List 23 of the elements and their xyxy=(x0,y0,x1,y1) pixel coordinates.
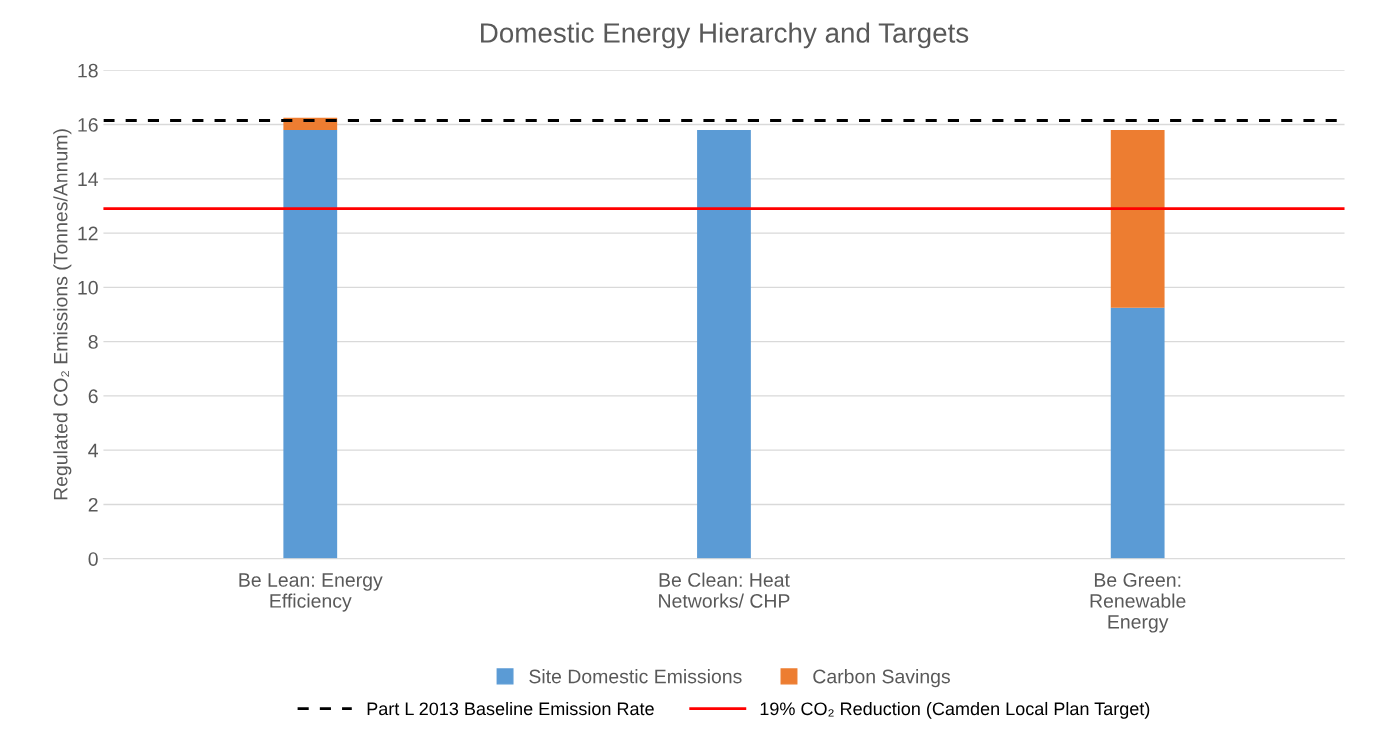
y-tick-label: 6 xyxy=(88,389,98,404)
bar xyxy=(697,129,751,559)
x-tick-label: Be Green: Renewable Energy xyxy=(1090,573,1186,633)
x-tick-label: Be Lean: Energy Efficiency xyxy=(239,573,383,612)
y-tick-label: 16 xyxy=(78,118,98,132)
y-tick-label: 12 xyxy=(78,226,98,241)
legend-label: 19% CO₂ Reduction (Camden Local Plan Target) xyxy=(760,701,1150,719)
y-axis-title: Regulated CO₂ Emissions (Tonnes/Annum) xyxy=(53,129,72,500)
y-tick-label: 18 xyxy=(78,63,98,78)
y-tick-label: 10 xyxy=(78,280,98,295)
chart-title: Domestic Energy Hierarchy and Targets xyxy=(481,22,969,49)
x-tick-label: Be Clean: Heat Networks/ CHP xyxy=(659,572,790,608)
legend-label: Carbon Savings xyxy=(813,669,950,688)
legend-label: Site Domestic Emissions xyxy=(529,669,742,684)
bar xyxy=(1110,307,1165,559)
y-tick-label: 14 xyxy=(78,172,98,186)
y-tick-label: 4 xyxy=(88,443,98,458)
legend-label: Part L 2013 Baseline Emission Rate xyxy=(367,701,654,716)
y-tick-label: 8 xyxy=(88,335,98,349)
y-tick-label: 2 xyxy=(88,497,98,512)
bar xyxy=(283,129,338,559)
y-tick-label: 0 xyxy=(88,552,98,566)
bar xyxy=(1110,129,1165,308)
